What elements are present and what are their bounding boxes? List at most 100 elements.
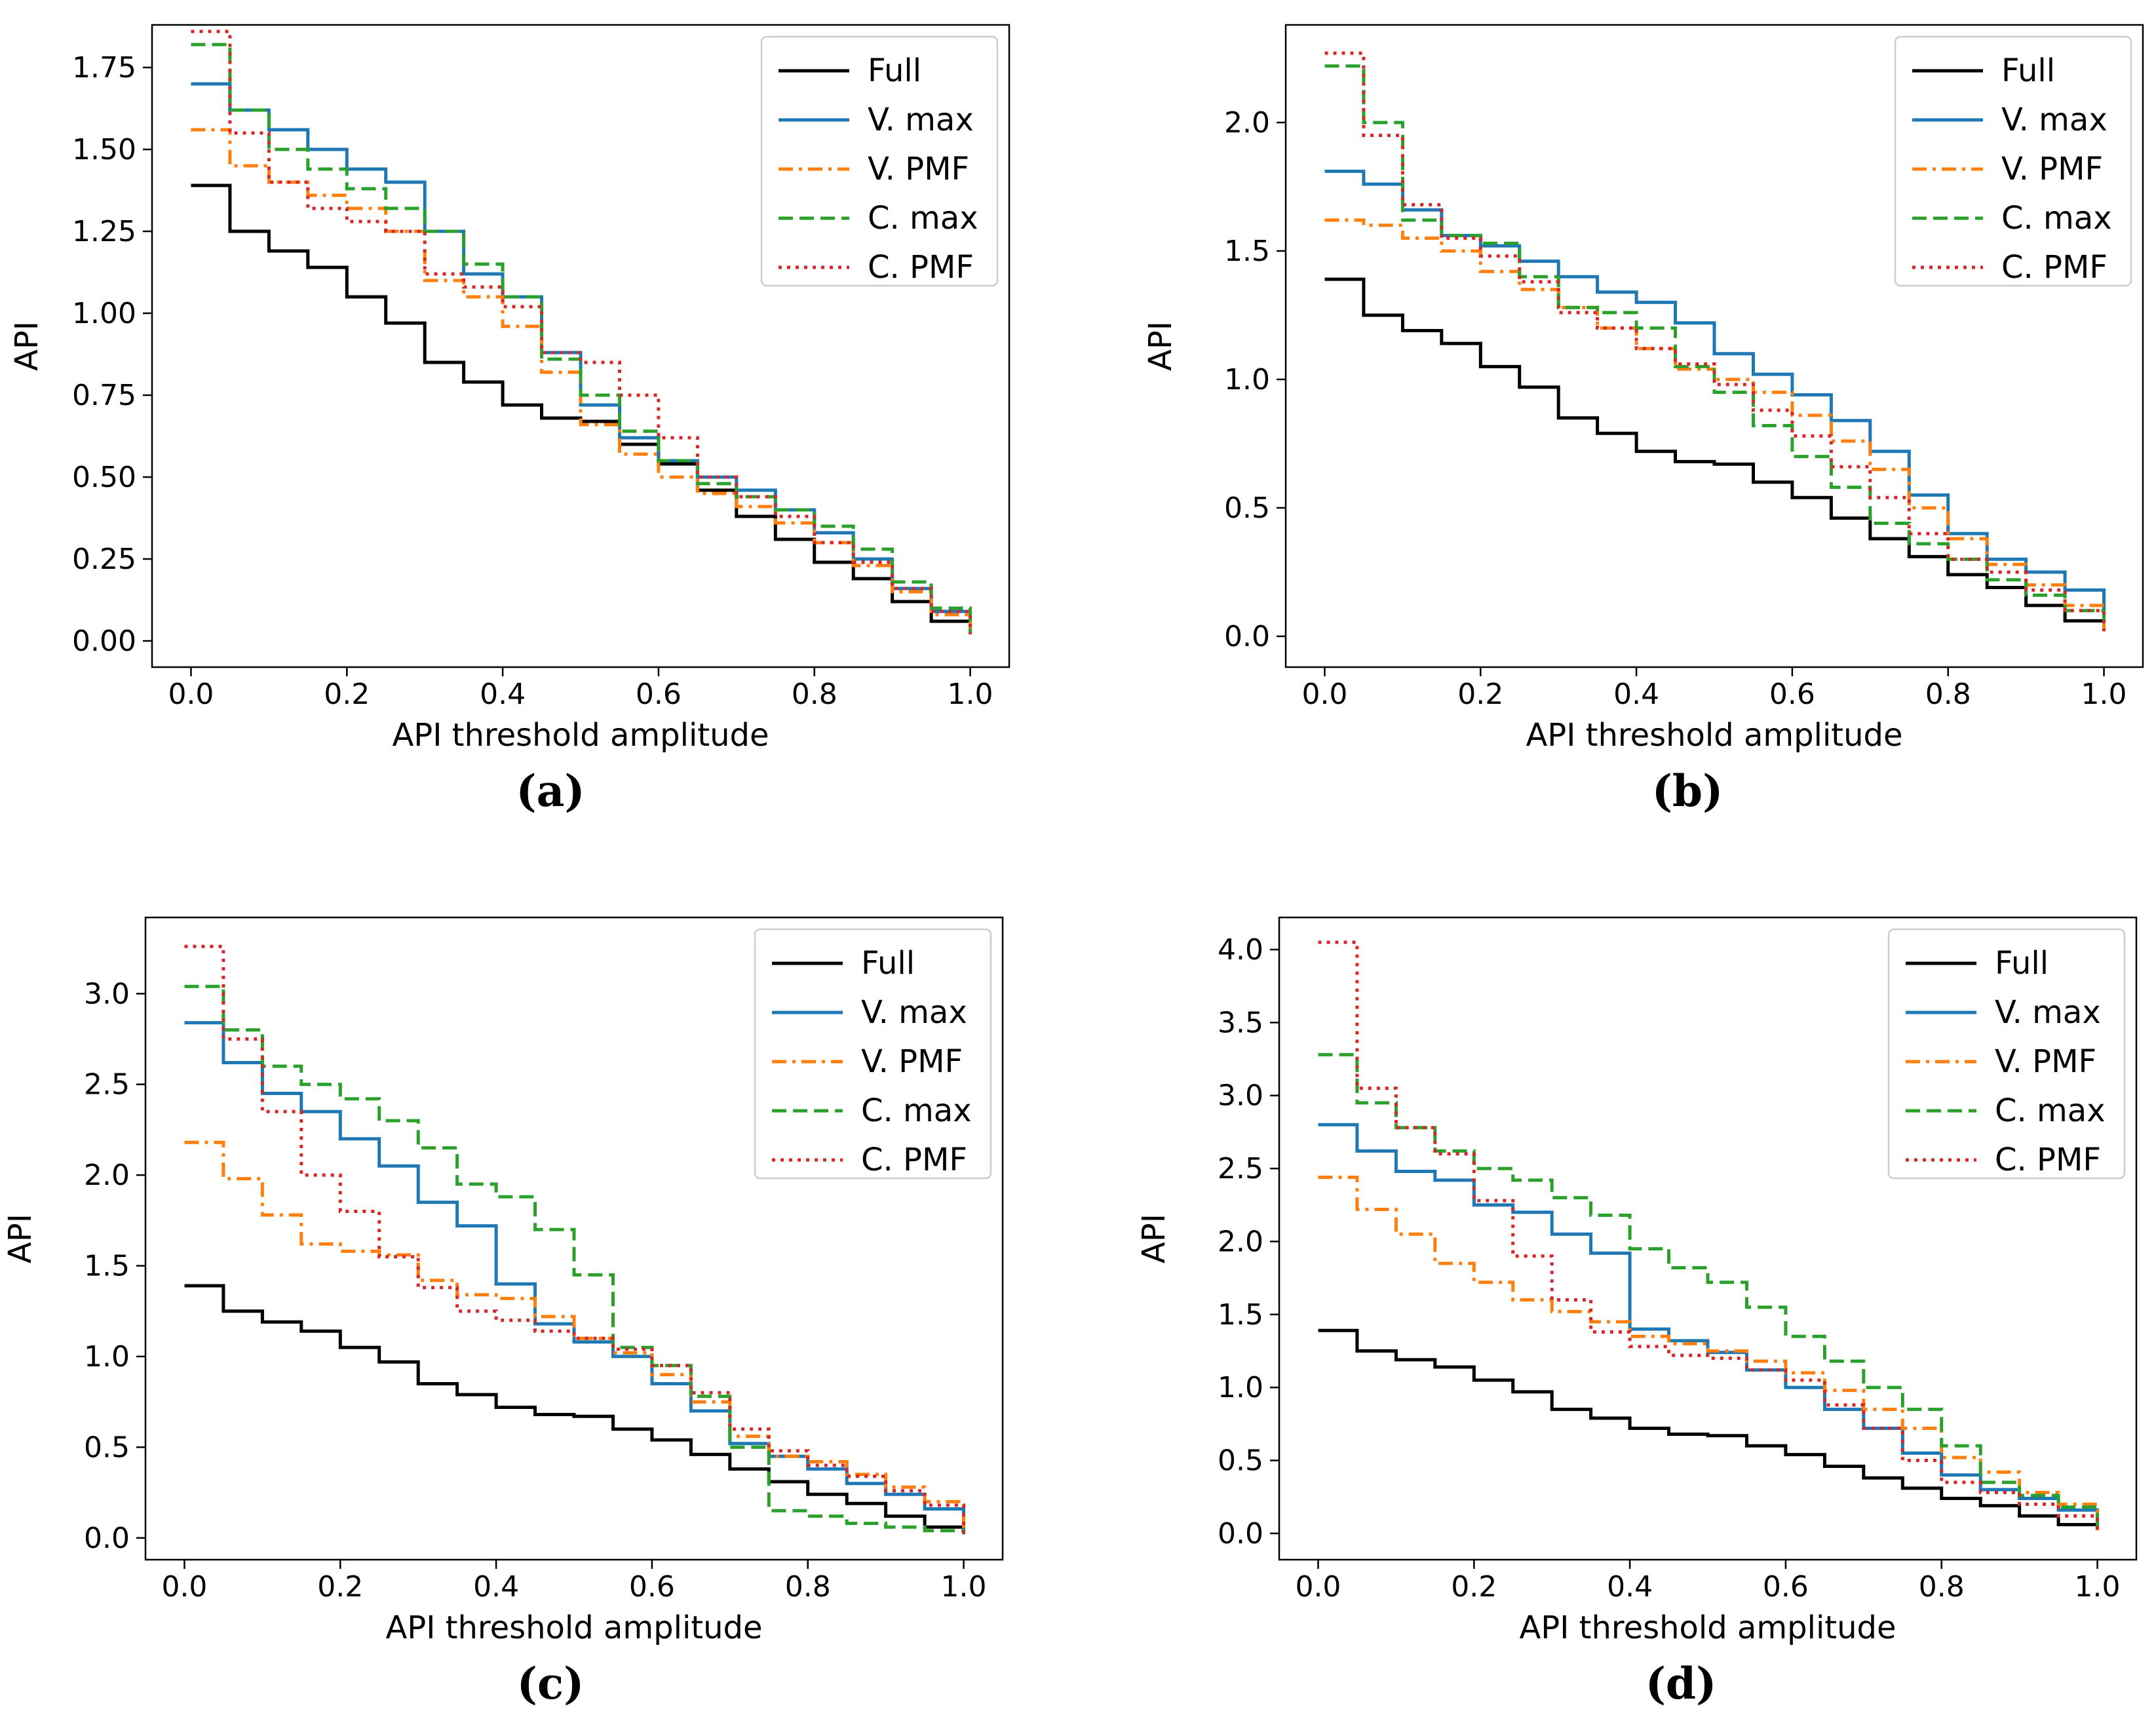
y-axis-label: API bbox=[1136, 1214, 1172, 1263]
x-tick-label: 0.6 bbox=[1769, 678, 1815, 711]
legend-label: V. max bbox=[861, 994, 967, 1031]
legend-label: Full bbox=[868, 52, 921, 89]
legend-label: V. max bbox=[868, 102, 974, 138]
x-tick-label: 0.8 bbox=[1925, 678, 1971, 711]
series-line-full bbox=[1318, 1328, 2099, 1531]
y-tick-label: 1.0 bbox=[1218, 1371, 1263, 1404]
y-tick-label: 1.0 bbox=[1224, 363, 1270, 396]
y-tick-label: 1.50 bbox=[72, 133, 136, 166]
y-tick-label: 0.5 bbox=[84, 1431, 130, 1464]
series-line-c-pmf bbox=[184, 944, 965, 1535]
x-tick-label: 1.0 bbox=[948, 678, 993, 711]
legend-box bbox=[1894, 35, 2132, 287]
x-tick-label: 0.6 bbox=[629, 1570, 675, 1604]
x-tick-label: 0.4 bbox=[1613, 678, 1659, 711]
x-tick-label: 0.0 bbox=[1295, 1570, 1341, 1604]
series-line-c-max bbox=[1324, 64, 2106, 632]
legend-label: C. max bbox=[1995, 1092, 2106, 1129]
x-tick-label: 0.4 bbox=[473, 1570, 519, 1604]
legend-label: Full bbox=[861, 945, 915, 982]
axes-frame bbox=[144, 916, 1004, 1561]
panel-caption: (d) bbox=[1646, 1658, 1717, 1709]
panel-caption: (c) bbox=[517, 1658, 585, 1709]
x-axis-label: API threshold amplitude bbox=[385, 1609, 762, 1646]
legend-label: V. max bbox=[1995, 994, 2101, 1031]
x-tick-label: 1.0 bbox=[2081, 678, 2127, 711]
legend-label: V. PMF bbox=[1995, 1043, 2096, 1080]
y-tick-label: 0.0 bbox=[84, 1522, 130, 1555]
y-tick-label: 3.0 bbox=[1218, 1079, 1263, 1113]
y-tick-label: 1.75 bbox=[72, 51, 136, 85]
x-tick-label: 1.0 bbox=[941, 1570, 987, 1604]
x-axis-label: API threshold amplitude bbox=[392, 717, 769, 754]
legend-label: C. PMF bbox=[1995, 1142, 2101, 1178]
legend: Full V. max V. PMF C. max C. PMF bbox=[754, 928, 992, 1180]
y-tick-label: 2.0 bbox=[1224, 106, 1270, 140]
x-tick-label: 0.0 bbox=[168, 678, 214, 711]
axes-frame bbox=[1284, 24, 2144, 668]
y-tick-label: 0.0 bbox=[1224, 620, 1270, 653]
legend-label: C. max bbox=[868, 200, 978, 237]
legend-label: C. PMF bbox=[868, 249, 974, 286]
series-line-c-max bbox=[1318, 1052, 2099, 1531]
x-tick-label: 0.8 bbox=[1919, 1570, 1965, 1604]
y-tick-label: 1.5 bbox=[1224, 235, 1270, 268]
series-line-c-max bbox=[191, 43, 972, 634]
x-tick-label: 0.2 bbox=[317, 1570, 363, 1604]
x-tick-label: 0.8 bbox=[792, 678, 837, 711]
legend-box bbox=[754, 928, 992, 1180]
y-tick-label: 1.0 bbox=[84, 1340, 130, 1374]
y-tick-label: 0.25 bbox=[72, 543, 136, 576]
y-tick-label: 2.5 bbox=[84, 1068, 130, 1102]
x-tick-label: 0.4 bbox=[1607, 1570, 1653, 1604]
series-line-full bbox=[184, 1284, 965, 1535]
x-axis-label: API threshold amplitude bbox=[1526, 717, 1902, 754]
legend-label: C. max bbox=[2001, 200, 2112, 237]
axes-frame bbox=[151, 24, 1011, 668]
legend: Full V. max V. PMF C. max C. PMF bbox=[760, 35, 999, 287]
x-tick-label: 0.2 bbox=[1451, 1570, 1497, 1604]
y-tick-label: 0.5 bbox=[1218, 1444, 1263, 1478]
legend-label: C. PMF bbox=[861, 1142, 967, 1178]
legend-label: Full bbox=[2001, 52, 2055, 89]
legend-label: Full bbox=[1995, 945, 2049, 982]
chart-panel-3: 0.0 0.2 0.4 0.6 0.8 1.0 0.0 0.5 1.0 1.5 2.0 2.5 3.0 3… bbox=[1136, 916, 2138, 1709]
y-tick-label: 0.0 bbox=[1218, 1517, 1263, 1551]
legend-label: V. PMF bbox=[868, 151, 969, 187]
y-tick-label: 3.5 bbox=[1218, 1006, 1263, 1039]
y-tick-label: 0.5 bbox=[1224, 491, 1270, 525]
legend-label: V. PMF bbox=[2001, 151, 2103, 187]
x-tick-label: 1.0 bbox=[2075, 1570, 2121, 1604]
series-line-v-pmf bbox=[184, 1140, 965, 1535]
legend-label: C. max bbox=[861, 1092, 972, 1129]
legend-label: V. max bbox=[2001, 102, 2108, 138]
y-tick-label: 1.25 bbox=[72, 215, 136, 248]
x-tick-label: 0.2 bbox=[324, 678, 370, 711]
chart-panel-0: 0.0 0.2 0.4 0.6 0.8 1.0 0.00 0.25 0.50 0.75 1.00 1.… bbox=[9, 24, 1011, 817]
x-tick-label: 0.6 bbox=[636, 678, 682, 711]
x-axis-label: API threshold amplitude bbox=[1519, 1609, 1896, 1646]
y-tick-label: 1.5 bbox=[84, 1250, 130, 1283]
y-axis-label: API bbox=[2, 1214, 39, 1263]
x-tick-label: 0.8 bbox=[785, 1570, 831, 1604]
y-tick-label: 0.00 bbox=[72, 625, 136, 658]
y-axis-label: API bbox=[1142, 321, 1179, 371]
y-axis-label: API bbox=[9, 321, 45, 371]
legend-box bbox=[1887, 928, 2126, 1180]
x-tick-label: 0.0 bbox=[161, 1570, 207, 1604]
legend: Full V. max V. PMF C. max C. PMF bbox=[1887, 928, 2126, 1180]
chart-panel-1: 0.0 0.2 0.4 0.6 0.8 1.0 0.0 0.5 1.0 1.5 2.0 API thr… bbox=[1142, 24, 2144, 817]
y-tick-label: 1.5 bbox=[1218, 1298, 1263, 1332]
y-tick-label: 3.0 bbox=[84, 977, 130, 1011]
y-tick-label: 0.75 bbox=[72, 379, 136, 412]
panel-caption: (a) bbox=[516, 765, 585, 817]
chart-panel-2: 0.0 0.2 0.4 0.6 0.8 1.0 0.0 0.5 1.0 1.5 2.0 2.5 3.0 A… bbox=[2, 916, 1004, 1709]
x-tick-label: 0.4 bbox=[480, 678, 526, 711]
panel-caption: (b) bbox=[1652, 765, 1723, 817]
y-tick-label: 2.0 bbox=[1218, 1225, 1263, 1258]
axes-frame bbox=[1278, 916, 2138, 1561]
legend-box bbox=[760, 35, 999, 287]
y-tick-label: 2.0 bbox=[84, 1159, 130, 1192]
y-tick-label: 4.0 bbox=[1218, 933, 1263, 967]
